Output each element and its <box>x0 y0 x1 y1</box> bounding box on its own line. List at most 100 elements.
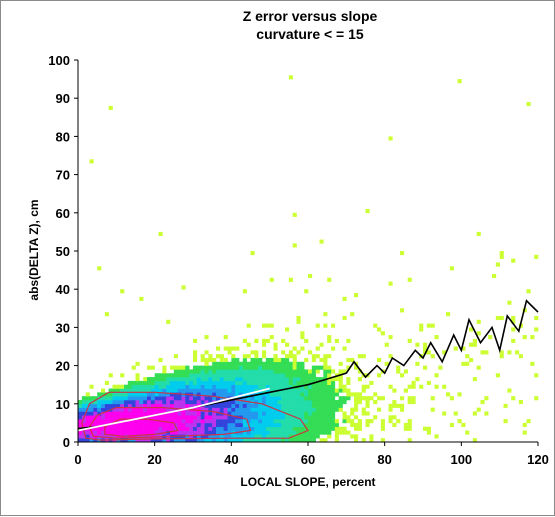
density-cell <box>323 373 328 378</box>
density-cell <box>181 411 186 416</box>
density-cell <box>373 415 378 420</box>
density-cell <box>124 411 129 416</box>
density-cell <box>116 407 121 412</box>
density-cell <box>242 369 247 374</box>
density-cell <box>166 377 171 382</box>
density-cell <box>223 388 228 393</box>
density-cell <box>101 388 106 393</box>
density-cell <box>158 403 163 408</box>
density-cell <box>277 396 282 401</box>
density-cell <box>472 377 477 382</box>
density-cell <box>319 365 324 370</box>
density-cell <box>296 361 301 366</box>
density-cell <box>449 422 454 428</box>
density-cell <box>227 369 232 374</box>
density-cell <box>219 377 224 382</box>
density-cell <box>354 415 359 420</box>
density-cell <box>534 396 539 401</box>
density-cell <box>81 411 86 416</box>
density-cell <box>296 380 301 385</box>
density-cell <box>204 407 209 412</box>
density-cell <box>143 434 148 439</box>
density-cell <box>120 392 125 397</box>
density-cell <box>338 403 343 408</box>
density-cell <box>285 399 290 405</box>
density-cell <box>185 380 190 385</box>
density-cell <box>311 438 316 443</box>
density-cell <box>116 419 121 424</box>
density-cell <box>346 365 351 370</box>
density-cell <box>300 331 305 336</box>
density-cell <box>223 403 228 408</box>
density-cell <box>116 411 121 416</box>
density-cell <box>304 438 309 443</box>
density-cell <box>170 438 175 443</box>
density-cell <box>480 350 485 355</box>
density-cell <box>380 396 385 401</box>
density-cell <box>189 419 194 424</box>
density-cell <box>277 434 282 439</box>
density-cell <box>304 396 309 401</box>
density-cell <box>101 403 106 408</box>
density-cell <box>265 388 270 393</box>
density-cell <box>254 430 259 435</box>
density-cell <box>242 380 247 385</box>
density-cell <box>262 380 267 385</box>
density-cell <box>288 277 293 282</box>
density-cell <box>242 430 247 435</box>
density-cell <box>158 388 163 393</box>
density-cell <box>239 411 244 416</box>
density-cell <box>350 407 355 412</box>
density-cell <box>193 422 198 428</box>
density-cell <box>166 415 171 420</box>
density-cell <box>269 403 274 408</box>
density-cell <box>246 354 251 359</box>
density-cell <box>239 380 244 385</box>
density-cell <box>476 365 481 370</box>
density-cell <box>135 373 140 378</box>
density-cell <box>154 399 159 405</box>
density-cell <box>97 430 102 435</box>
density-cell <box>331 419 336 424</box>
density-cell <box>304 289 309 294</box>
density-cell <box>292 422 297 428</box>
density-cell <box>189 430 194 435</box>
density-cell <box>434 434 439 439</box>
density-cell <box>250 434 255 439</box>
density-cell <box>292 430 297 435</box>
density-cell <box>534 373 539 378</box>
density-cell <box>269 373 274 378</box>
density-cell <box>511 315 516 321</box>
density-cell <box>131 380 136 385</box>
density-cell <box>281 369 286 374</box>
density-cell <box>250 357 255 363</box>
density-cell <box>246 407 251 412</box>
density-cell <box>319 415 324 420</box>
density-cell <box>273 403 278 408</box>
density-cell <box>235 377 240 382</box>
density-cell <box>388 136 393 141</box>
density-cell <box>300 396 305 401</box>
density-cell <box>265 415 270 420</box>
density-cell <box>204 396 209 401</box>
density-cell <box>235 369 240 374</box>
density-cell <box>262 422 267 428</box>
density-cell <box>265 365 270 370</box>
density-cell <box>472 342 477 347</box>
density-cell <box>131 384 136 389</box>
density-cell <box>185 419 190 424</box>
density-cell <box>208 399 213 405</box>
density-cell <box>200 407 205 412</box>
density-cell <box>292 438 297 443</box>
density-cell <box>89 434 94 439</box>
density-cell <box>231 438 236 443</box>
density-cell <box>227 415 232 420</box>
density-cell <box>242 377 247 382</box>
density-cell <box>246 396 251 401</box>
density-cell <box>334 419 339 424</box>
density-cell <box>112 419 117 424</box>
density-cell <box>212 411 217 416</box>
density-cell <box>131 407 136 412</box>
density-cell <box>170 388 175 393</box>
density-cell <box>315 399 320 405</box>
